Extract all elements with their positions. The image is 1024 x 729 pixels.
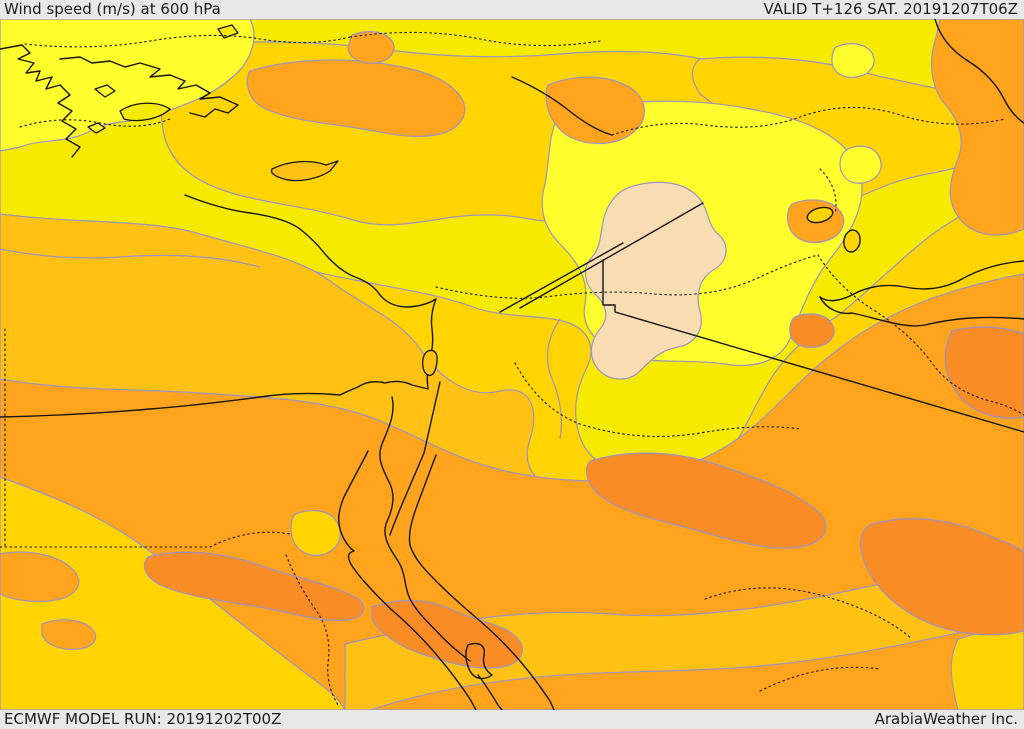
dotted-borders — [0, 31, 1024, 706]
dead-sea — [422, 349, 438, 377]
wind-speed-bands — [0, 19, 1024, 710]
island-aegean-2 — [87, 122, 106, 134]
band-bright-yellow-small-1 — [831, 43, 875, 78]
band-dark-orange-right-2 — [859, 518, 1024, 636]
dotted-border-iraq-iran — [817, 254, 1024, 416]
header-bar: Wind speed (m/s) at 600 hPa VALID T+126 … — [0, 0, 1024, 19]
river-nile-south — [477, 674, 503, 710]
coastline-aegean-west — [57, 84, 81, 158]
contour-line-med — [0, 248, 261, 268]
coastline-redsea-east — [408, 454, 555, 710]
dotted-border-caucasus — [611, 106, 1006, 136]
coastline-caspian — [934, 19, 1024, 124]
band-gold-redsea-patch — [290, 510, 341, 557]
footer-bar: ECMWF MODEL RUN: 20191202T00Z ArabiaWeat… — [0, 710, 1024, 729]
band-dark-orange-right-1 — [944, 326, 1024, 419]
border-iraq-saudi-zigzag — [602, 259, 1024, 433]
coastline-persian-gulf-south — [819, 296, 1024, 327]
band-dark-orange-saudi — [586, 452, 827, 549]
model-run-label: ECMWF MODEL RUN: 20191202T00Z — [4, 710, 282, 728]
band-dark-orange-egypt-1 — [143, 551, 365, 622]
contour-lines — [0, 248, 562, 440]
band-orange-wedge-blob-2 — [41, 619, 97, 650]
island-aegean-1 — [94, 84, 116, 98]
dotted-border-north-turkey — [349, 31, 601, 47]
coastline-aqaba — [389, 452, 425, 536]
valid-time-label: VALID T+126 SAT. 20191207T06Z — [763, 0, 1018, 18]
dotted-border-greece — [19, 118, 171, 128]
band-orange-wedge-blob-1 — [0, 551, 80, 603]
dotted-border-armenia-iran — [819, 168, 837, 215]
coastline-aegean-nw — [0, 44, 61, 90]
border-syria-iraq — [519, 202, 704, 309]
river-nile — [379, 396, 471, 662]
coastlines-borders — [0, 19, 1024, 710]
island-crete — [119, 102, 171, 122]
border-jordan-saudi — [499, 242, 624, 313]
dotted-border-turkey-syria — [435, 254, 819, 299]
credit-label: ArabiaWeather Inc. — [874, 710, 1018, 728]
coastline-marmara — [59, 56, 239, 118]
dotted-border-saudi-2 — [759, 666, 881, 692]
coastline-suez-redsea-west — [338, 450, 477, 710]
band-amber-bottom — [344, 563, 1024, 710]
map-title: Wind speed (m/s) at 600 hPa — [4, 0, 221, 18]
band-orange-blacksea — [545, 76, 645, 145]
band-gold-wedge-sw — [0, 476, 346, 710]
weather-map — [0, 19, 1024, 710]
band-orange-nw-small — [347, 31, 395, 64]
coastline-turkey-south — [184, 194, 437, 308]
contour-line-syria — [546, 318, 562, 440]
coastline-blacksea-se — [511, 76, 613, 136]
lake-urmia — [843, 229, 861, 253]
band-orange-right-top — [930, 19, 1024, 236]
map-canvas — [0, 19, 1024, 710]
border-egypt-israel — [423, 381, 441, 454]
dotted-border-egypt-sudan — [0, 531, 291, 548]
band-cream-calm-core — [585, 181, 727, 380]
band-dark-orange-iran-small — [789, 313, 835, 348]
lake-van — [806, 206, 834, 224]
island-cyprus — [270, 160, 339, 182]
island-north-small — [217, 24, 239, 39]
coastline-persian-gulf-north — [819, 260, 1024, 302]
dotted-border-saudi-1 — [704, 587, 913, 640]
lake-nasser — [465, 642, 493, 680]
band-bright-yellow-small-2 — [839, 145, 882, 184]
